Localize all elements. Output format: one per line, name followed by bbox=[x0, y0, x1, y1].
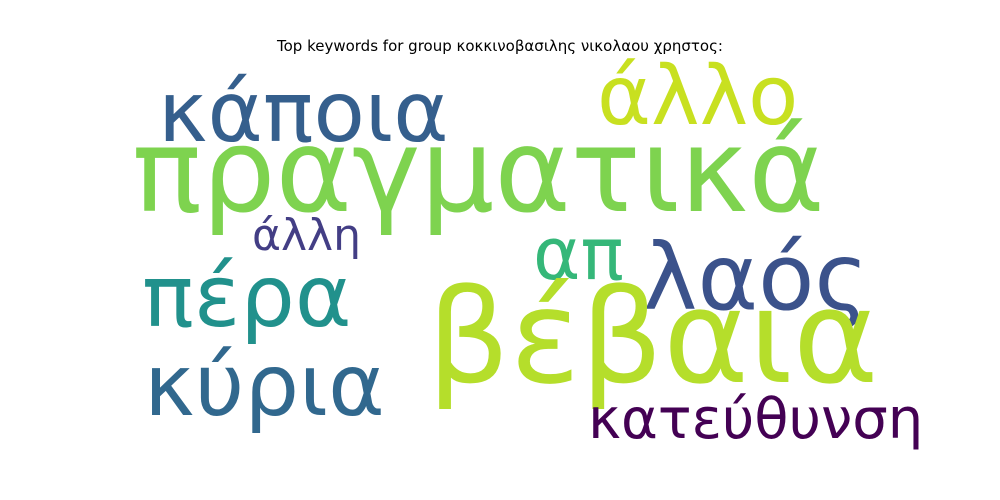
word-pragmatika: πραγματικά bbox=[132, 104, 825, 239]
word-kateythynsi: κατεύθυνση bbox=[588, 387, 924, 452]
word-alli: άλλη bbox=[252, 210, 361, 261]
word-kyria: κύρια bbox=[144, 336, 385, 436]
word-allo: άλλο bbox=[597, 49, 799, 144]
word-laos: λαός bbox=[643, 224, 869, 331]
word-pera: πέρα bbox=[142, 247, 352, 347]
word-kapoia: κάποια bbox=[158, 63, 449, 161]
word-vevaia: βέβαια bbox=[427, 261, 879, 413]
word-ap: απ bbox=[533, 212, 624, 296]
figure-title: Top keywords for group κοκκινοβασιλης νι… bbox=[277, 37, 723, 55]
